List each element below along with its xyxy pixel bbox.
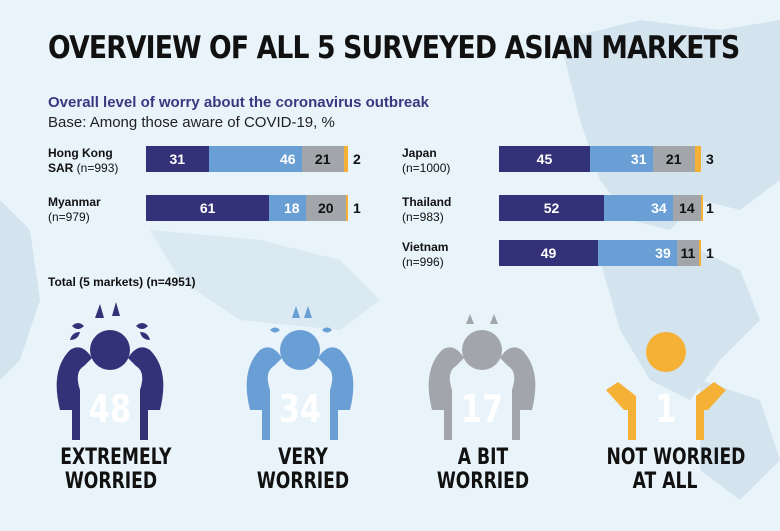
extremely-worried-value: 48 — [88, 387, 132, 431]
market-name: Myanmar — [48, 195, 101, 209]
market-name-line2: SAR — [48, 161, 77, 175]
not-worried-value-label: 1 — [706, 200, 714, 216]
very-segment: 34 — [604, 195, 673, 221]
stacked-bar: 31 46 21 — [146, 146, 348, 172]
a-bit-worried-label: A BIT WORRIED — [436, 445, 530, 494]
not-worried-value-label: 1 — [353, 200, 361, 216]
a-bit-worried-value: 17 — [460, 387, 504, 431]
market-label: Vietnam (n=996) — [402, 240, 448, 270]
extremely-worried-figure-icon — [56, 302, 164, 440]
market-sample-size: (n=993) — [76, 161, 119, 175]
market-sample-size: (n=1000) — [402, 161, 451, 175]
not-worried-value: 1 — [655, 387, 677, 431]
not-segment — [694, 146, 701, 172]
stacked-bar: 45 31 21 — [499, 146, 701, 172]
market-label: Hong Kong SAR (n=993) — [48, 146, 118, 176]
very-segment: 46 — [208, 146, 302, 172]
market-sample-size: (n=996) — [402, 255, 444, 269]
a-bit-segment: 20 — [305, 195, 346, 221]
not-worried-value-label: 3 — [706, 151, 714, 167]
market-name: Japan — [402, 146, 437, 160]
page-title: OVERVIEW OF ALL 5 SURVEYED ASIAN MARKETS — [48, 30, 740, 66]
very-segment: 39 — [597, 240, 677, 266]
chart-subtitle: Overall level of worry about the coronav… — [48, 94, 429, 111]
not-segment — [700, 195, 703, 221]
very-segment: 31 — [589, 146, 653, 172]
base-note: Base: Among those aware of COVID-19, % — [48, 114, 335, 131]
not-segment — [343, 146, 348, 172]
stacked-bar: 52 34 14 — [499, 195, 703, 221]
a-bit-segment: 14 — [672, 195, 701, 221]
stacked-bar: 61 18 20 — [146, 195, 348, 221]
market-label: Thailand (n=983) — [402, 195, 451, 225]
a-bit-worried-figure-icon — [428, 314, 536, 440]
not-segment — [345, 195, 348, 221]
market-label: Myanmar (n=979) — [48, 195, 101, 225]
very-worried-value: 34 — [278, 387, 322, 431]
very-segment: 18 — [269, 195, 306, 221]
total-label: Total (5 markets) (n=4951) — [48, 275, 196, 289]
a-bit-segment: 21 — [652, 146, 695, 172]
stacked-bar: 49 39 11 — [499, 240, 701, 266]
not-segment — [698, 240, 701, 266]
not-worried-figure-icon — [606, 332, 726, 440]
extremely-segment: 31 — [146, 146, 209, 172]
extremely-segment: 52 — [499, 195, 605, 221]
not-worried-label: NOT WORRIED AT ALL — [606, 445, 746, 494]
a-bit-segment: 11 — [676, 240, 699, 266]
extremely-worried-label: EXTREMELY WORRIED — [60, 445, 172, 494]
market-name: Hong Kong — [48, 146, 113, 160]
extremely-segment: 61 — [146, 195, 270, 221]
market-label: Japan (n=1000) — [402, 146, 450, 176]
very-worried-figure-icon — [246, 306, 354, 440]
a-bit-segment: 21 — [301, 146, 344, 172]
market-sample-size: (n=983) — [402, 210, 444, 224]
extremely-segment: 49 — [499, 240, 598, 266]
market-sample-size: (n=979) — [48, 210, 90, 224]
not-worried-value-label: 1 — [706, 245, 714, 261]
very-worried-label: VERY WORRIED — [256, 445, 350, 494]
extremely-segment: 45 — [499, 146, 590, 172]
market-name: Vietnam — [402, 240, 449, 254]
market-name: Thailand — [402, 195, 452, 209]
not-worried-value-label: 2 — [353, 151, 361, 167]
